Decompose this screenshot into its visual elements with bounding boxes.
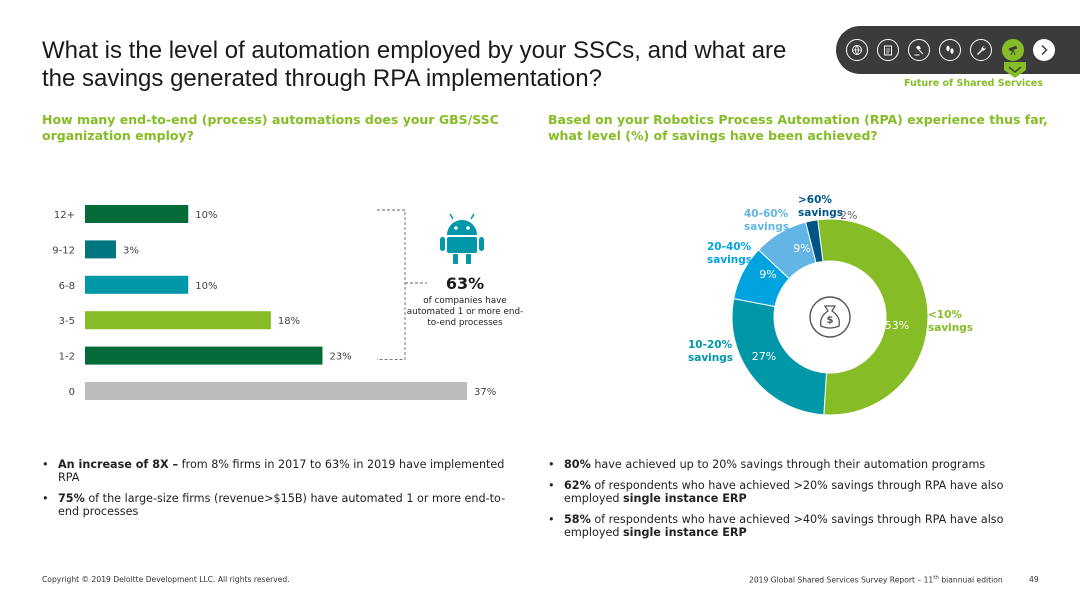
value-label: 3% bbox=[123, 245, 139, 256]
slice-name-label: 40-60% savings bbox=[744, 208, 789, 233]
bar bbox=[85, 275, 189, 294]
wrench-icon[interactable] bbox=[970, 39, 992, 61]
section-nav bbox=[836, 26, 1080, 78]
money-bag-icon: $ bbox=[809, 296, 851, 338]
slice-name-line: savings bbox=[928, 322, 973, 334]
right-bullet: 58% of respondents who have achieved >40… bbox=[548, 513, 1028, 539]
bullet-text: from 8% firms in 2017 to 63% in 2019 hav… bbox=[58, 458, 505, 484]
automation-bar-chart: 12+ 10% 9-12 3% 6-8 10% 3-5 18% 1-2 23% 0 37% bbox=[52, 205, 496, 400]
left-question: How many end-to-end (process) automation… bbox=[42, 112, 499, 143]
left-bullet: An increase of 8X – from 8% firms in 201… bbox=[42, 458, 512, 484]
report-title-suffix: biannual edition bbox=[938, 575, 1003, 585]
bullet-highlight: single instance ERP bbox=[623, 526, 747, 539]
slice-name-label: 20-40% savings bbox=[707, 241, 752, 266]
slice-name-label: <10% savings bbox=[928, 309, 973, 334]
slice-name-line: savings bbox=[798, 207, 843, 219]
donut-slice bbox=[817, 218, 929, 416]
slice-name-line: 20-40% bbox=[707, 241, 752, 253]
category-label: 0 bbox=[69, 387, 75, 398]
category-label: 3-5 bbox=[59, 316, 75, 327]
slice-value-label: 9% bbox=[793, 242, 810, 255]
value-label: 37% bbox=[474, 387, 496, 398]
page-title: What is the level of automation employed… bbox=[42, 37, 787, 92]
callout-value: 63% bbox=[445, 274, 485, 293]
bar bbox=[85, 311, 271, 330]
value-label: 18% bbox=[278, 316, 300, 327]
category-label: 6-8 bbox=[59, 281, 75, 292]
right-question: Based on your Robotics Process Automatio… bbox=[548, 112, 1048, 143]
active-section-marker-icon bbox=[1004, 62, 1026, 78]
chevron-right-icon bbox=[1041, 44, 1048, 56]
bar bbox=[85, 346, 323, 365]
report-title-text: 2019 Global Shared Services Survey Repor… bbox=[749, 575, 934, 585]
bullet-text: of the large-size firms (revenue>$15B) h… bbox=[58, 492, 506, 518]
bullet-highlight: single instance ERP bbox=[623, 492, 747, 505]
right-bullet: 80% have achieved up to 20% savings thro… bbox=[548, 458, 1028, 471]
clipboard-icon[interactable] bbox=[877, 39, 899, 61]
slice-name-line: 10-20% bbox=[688, 339, 733, 351]
globe-icon[interactable] bbox=[846, 39, 868, 61]
next-page-button[interactable] bbox=[1033, 39, 1055, 61]
slice-value-label: 2% bbox=[840, 209, 857, 222]
donut-slice bbox=[805, 219, 824, 264]
category-label: 12+ bbox=[54, 210, 75, 221]
slice-name-line: savings bbox=[688, 352, 733, 364]
report-title-sup: th bbox=[933, 575, 939, 581]
copyright: Copyright © 2019 Deloitte Development LL… bbox=[42, 575, 290, 584]
left-bullet: 75% of the large-size firms (revenue>$15… bbox=[42, 492, 512, 518]
value-label: 23% bbox=[329, 352, 351, 363]
bullet-text: of respondents who have achieved >40% sa… bbox=[564, 513, 1004, 539]
telescope-icon[interactable] bbox=[1002, 39, 1024, 61]
footprints-icon[interactable] bbox=[939, 39, 961, 61]
slice-name-line: >60% bbox=[798, 194, 832, 206]
svg-text:$: $ bbox=[827, 315, 834, 326]
gavel-icon[interactable] bbox=[908, 39, 930, 61]
page-number: 49 bbox=[1029, 575, 1039, 584]
callout-text: of companies have automated 1 or more en… bbox=[406, 296, 524, 328]
bar bbox=[85, 382, 467, 400]
slice-name-line: savings bbox=[707, 254, 752, 266]
group-bracket bbox=[377, 209, 406, 361]
value-label: 10% bbox=[195, 210, 217, 221]
slice-name-line: savings bbox=[744, 221, 789, 233]
category-label: 9-12 bbox=[52, 245, 75, 256]
slice-name-line: 40-60% bbox=[744, 208, 789, 220]
bullet-text: have achieved up to 20% savings through … bbox=[590, 458, 986, 471]
report-title: 2019 Global Shared Services Survey Repor… bbox=[749, 575, 1003, 585]
bullet-highlight: An increase of 8X – bbox=[58, 458, 179, 471]
slice-value-label: 53% bbox=[885, 319, 909, 332]
slice-name-label: 10-20% savings bbox=[688, 339, 733, 364]
slice-name-line: <10% bbox=[928, 309, 962, 321]
section-caption: Future of Shared Services bbox=[904, 78, 1043, 89]
left-bullet-list: An increase of 8X – from 8% firms in 201… bbox=[42, 458, 512, 526]
bullet-highlight: 75% bbox=[58, 492, 85, 505]
right-bullet-list: 80% have achieved up to 20% savings thro… bbox=[548, 458, 1028, 547]
bar bbox=[85, 205, 189, 223]
robot-icon bbox=[440, 213, 484, 264]
value-label: 10% bbox=[195, 281, 217, 292]
slice-name-label: >60% savings bbox=[798, 194, 843, 219]
bar bbox=[85, 240, 116, 259]
category-label: 1-2 bbox=[59, 352, 75, 363]
slice-value-label: 9% bbox=[759, 268, 776, 281]
right-bullet: 62% of respondents who have achieved >20… bbox=[548, 479, 1028, 505]
bullet-highlight: 80% bbox=[564, 458, 591, 471]
slice-value-label: 27% bbox=[752, 350, 776, 363]
bullet-highlight: 62% bbox=[564, 479, 591, 492]
donut-slice bbox=[731, 298, 828, 416]
bullet-text: of respondents who have achieved >20% sa… bbox=[564, 479, 1004, 505]
bullet-highlight: 58% bbox=[564, 513, 591, 526]
